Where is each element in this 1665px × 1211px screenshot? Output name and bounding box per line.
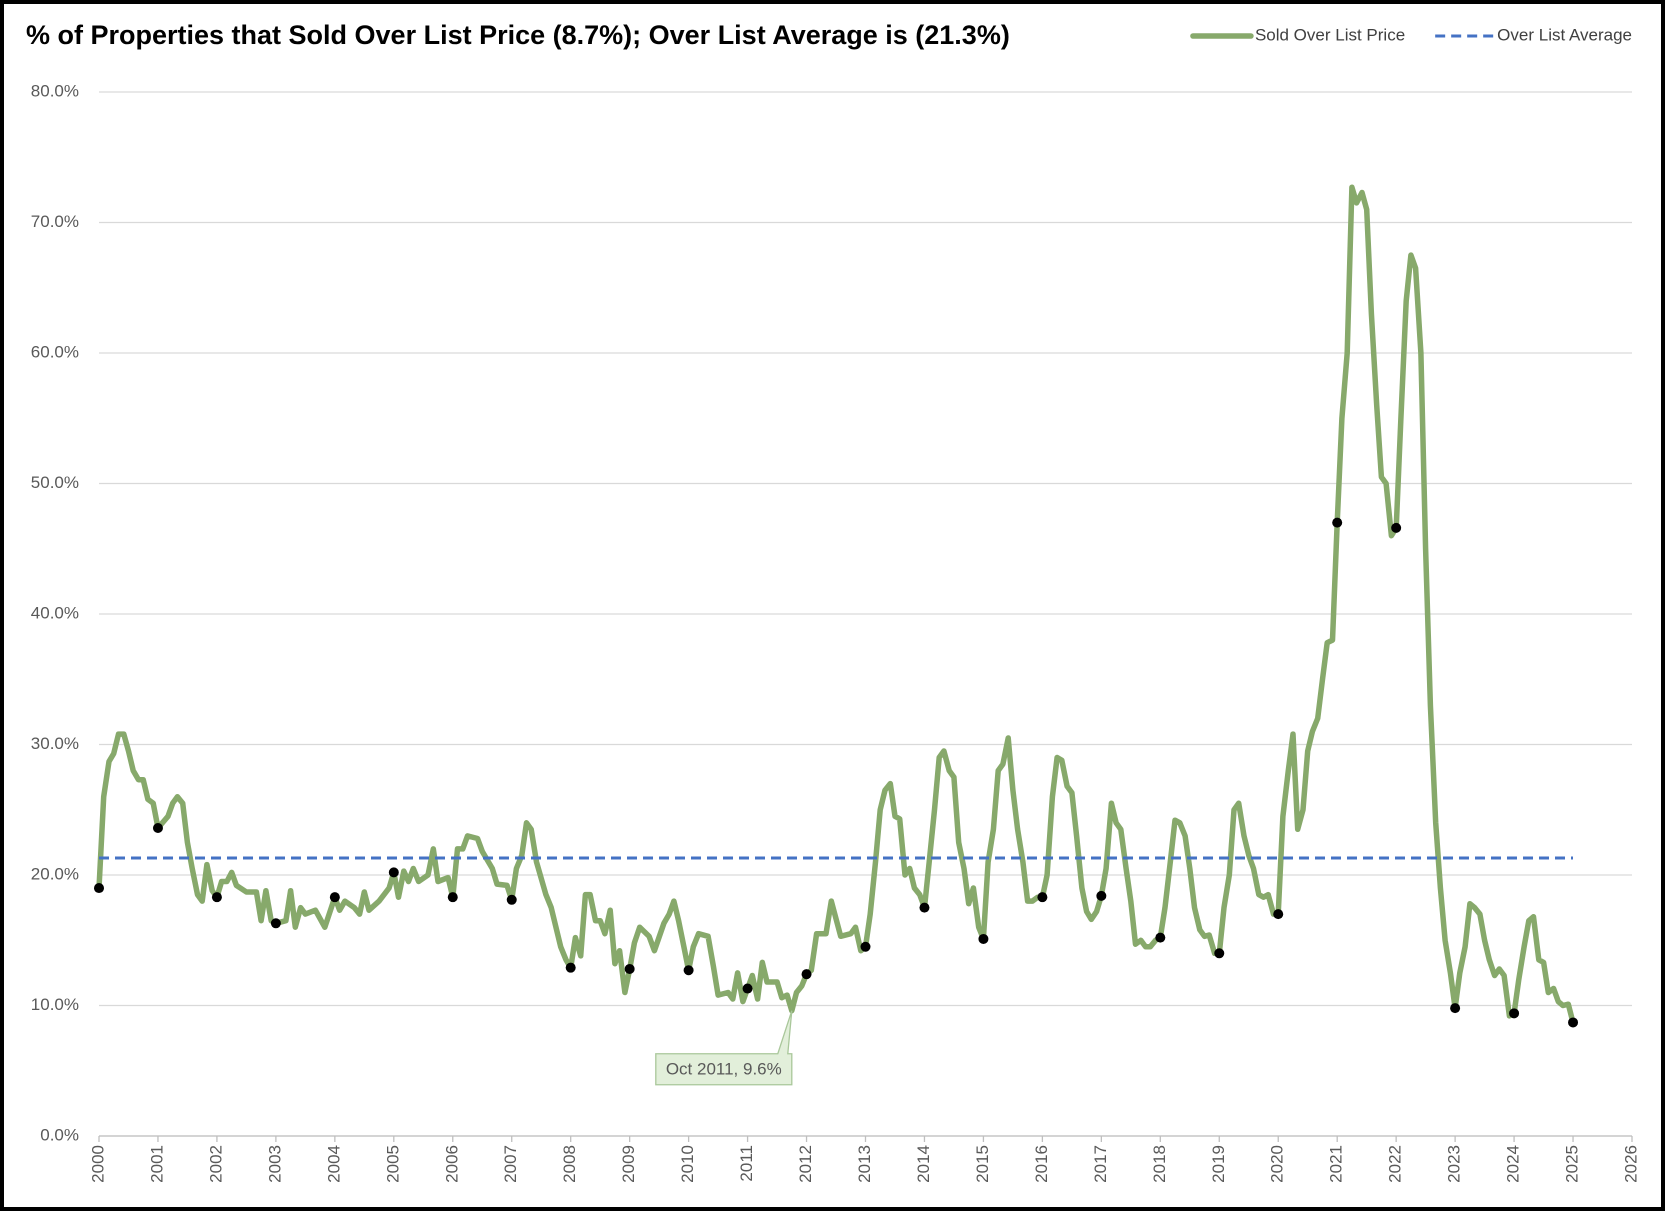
series-line <box>96 184 1576 1026</box>
year-marker <box>1450 1003 1461 1014</box>
year-marker <box>388 867 399 878</box>
year-marker <box>978 933 989 944</box>
x-tick-label: 2010 <box>678 1145 697 1183</box>
y-tick-label: 30.0% <box>31 734 79 753</box>
year-marker <box>1037 892 1048 903</box>
x-tick-label: 2026 <box>1621 1145 1640 1183</box>
y-tick-label: 50.0% <box>31 473 79 492</box>
x-tick-label: 2025 <box>1563 1145 1582 1183</box>
x-tick-label: 2011 <box>737 1145 756 1182</box>
year-marker <box>1332 517 1343 528</box>
y-tick-label: 40.0% <box>31 603 79 622</box>
y-tick-label: 20.0% <box>31 864 79 883</box>
legend-label: Over List Average <box>1497 25 1632 44</box>
x-tick-label: 2020 <box>1268 1145 1287 1183</box>
year-marker <box>683 965 694 976</box>
legend-label: Sold Over List Price <box>1255 25 1405 44</box>
year-marker <box>211 892 222 903</box>
x-tick-label: 2000 <box>88 1145 107 1183</box>
year-marker <box>742 983 753 994</box>
year-marker <box>801 969 812 980</box>
y-tick-label: 0.0% <box>40 1125 79 1144</box>
year-marker <box>860 941 871 952</box>
annotation-text: Oct 2011, 9.6% <box>666 1060 782 1079</box>
x-tick-label: 2023 <box>1445 1145 1464 1183</box>
year-marker <box>447 892 458 903</box>
year-marker <box>1214 948 1225 959</box>
x-tick-label: 2017 <box>1091 1145 1110 1183</box>
x-tick-label: 2005 <box>383 1145 402 1183</box>
y-tick-label: 60.0% <box>31 342 79 361</box>
x-tick-label: 2018 <box>1150 1145 1169 1183</box>
year-marker <box>94 883 104 894</box>
x-tick-label: 2024 <box>1504 1145 1523 1183</box>
x-tick-label: 2019 <box>1209 1145 1228 1183</box>
x-tick-label: 2007 <box>501 1145 520 1183</box>
x-tick-label: 2004 <box>324 1145 343 1183</box>
x-tick-label: 2014 <box>914 1145 933 1183</box>
year-marker <box>1273 909 1284 920</box>
x-tick-label: 2012 <box>796 1145 815 1183</box>
x-tick-label: 2009 <box>619 1145 638 1183</box>
year-marker <box>270 918 281 929</box>
y-tick-label: 80.0% <box>31 81 79 100</box>
y-tick-label: 70.0% <box>31 212 79 231</box>
x-tick-label: 2016 <box>1032 1145 1051 1183</box>
x-tick-label: 2022 <box>1386 1145 1405 1183</box>
x-tick-label: 2013 <box>855 1145 874 1183</box>
year-marker <box>1155 932 1166 943</box>
x-tick-label: 2002 <box>206 1145 225 1183</box>
year-marker <box>329 892 340 903</box>
year-marker <box>1509 1008 1520 1019</box>
year-marker <box>919 902 930 913</box>
year-marker <box>1391 522 1402 533</box>
x-tick-label: 2003 <box>265 1145 284 1183</box>
year-marker <box>1568 1017 1579 1028</box>
annotation-callout <box>655 1010 793 1086</box>
year-marker <box>506 894 517 905</box>
year-marker <box>1096 890 1107 901</box>
year-marker <box>152 823 163 834</box>
y-tick-label: 10.0% <box>31 995 79 1014</box>
year-marker <box>565 962 576 973</box>
x-tick-label: 2006 <box>442 1145 461 1183</box>
x-tick-label: 2008 <box>560 1145 579 1183</box>
year-marker <box>624 963 635 974</box>
chart-title: % of Properties that Sold Over List Pric… <box>26 20 1010 50</box>
x-tick-label: 2001 <box>147 1145 166 1183</box>
x-tick-label: 2015 <box>973 1145 992 1183</box>
x-tick-label: 2021 <box>1327 1145 1346 1183</box>
